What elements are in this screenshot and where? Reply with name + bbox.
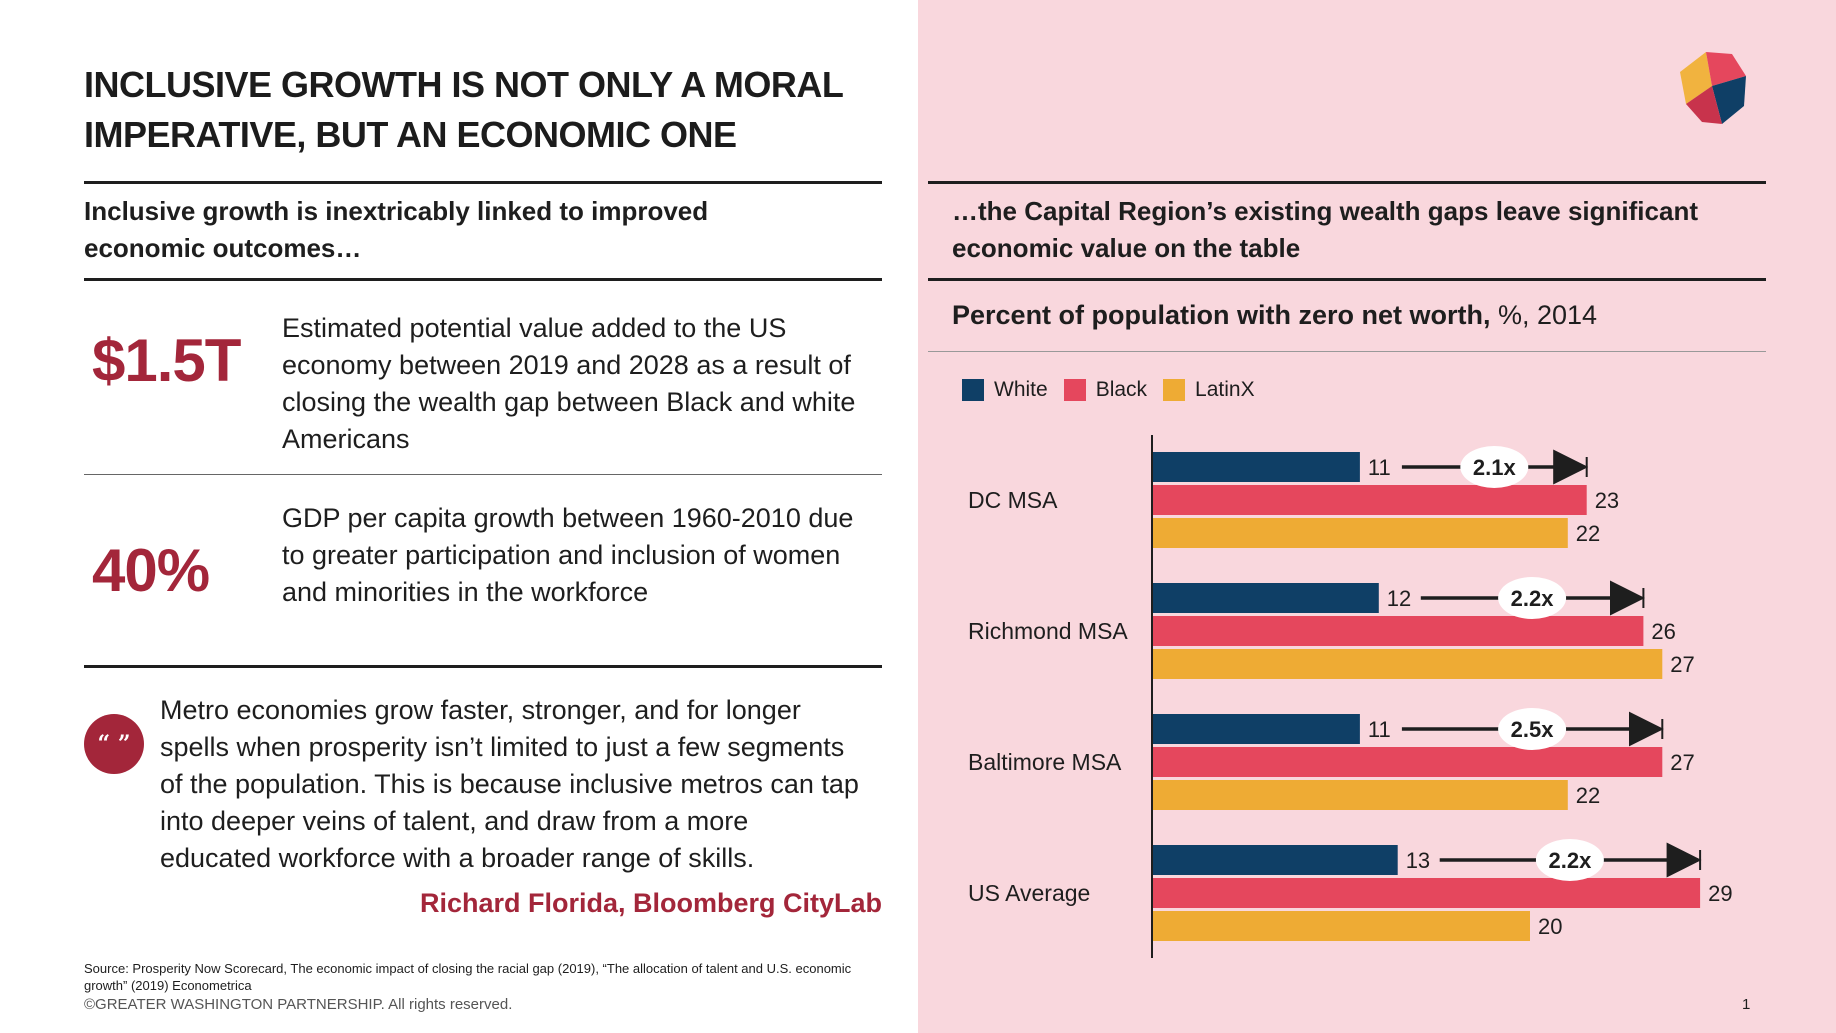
- partnership-logo-icon: [1680, 52, 1746, 124]
- data-label: 26: [1651, 619, 1675, 644]
- subheading-line: Inclusive growth is inextricably linked …: [84, 196, 709, 226]
- bar-black: [1152, 878, 1701, 908]
- legend-swatch-black: [1063, 379, 1086, 401]
- stat-text-line: GDP per capita growth between 1960-2010 …: [282, 503, 854, 533]
- stat-text-line: closing the wealth gap between Black and…: [282, 387, 856, 417]
- legend-label: Black: [1095, 378, 1148, 401]
- stat-description-wealth-gap: Estimated potential value added to the U…: [282, 310, 902, 458]
- stat-text-line: economy between 2019 and 2028 as a resul…: [282, 350, 851, 380]
- bar-latinx: [1152, 911, 1530, 941]
- data-label: 11: [1368, 455, 1391, 480]
- divider: [84, 181, 882, 184]
- bar-latinx: [1152, 780, 1568, 810]
- logo-red-facet: [1706, 52, 1746, 86]
- divider: [928, 351, 1766, 352]
- legend-label: White: [994, 378, 1048, 401]
- bar-white: [1152, 714, 1360, 744]
- quote-line: educated workforce with a broader range …: [160, 843, 755, 873]
- quote-line: Metro economies grow faster, stronger, a…: [160, 695, 801, 725]
- divider: [84, 474, 882, 475]
- category-label: Richmond MSA: [968, 618, 1128, 644]
- bar-black: [1152, 747, 1663, 777]
- source-line: Source: Prosperity Now Scorecard, The ec…: [84, 961, 852, 976]
- category-label: DC MSA: [968, 487, 1058, 513]
- category-label: US Average: [968, 880, 1090, 906]
- data-label: 22: [1576, 521, 1600, 546]
- bar-white: [1152, 583, 1379, 613]
- ratio-badge: [1498, 577, 1567, 619]
- divider: [928, 181, 1766, 184]
- right-subheading: …the Capital Region’s existing wealth ga…: [952, 193, 1772, 267]
- subheading-line: …the Capital Region’s existing wealth ga…: [952, 196, 1698, 226]
- quote-text: Metro economies grow faster, stronger, a…: [160, 692, 900, 877]
- divider: [928, 278, 1766, 281]
- quote-author: Richard Florida, Bloomberg CityLab: [419, 888, 882, 918]
- bar-black: [1152, 485, 1587, 515]
- bar-white: [1152, 845, 1398, 875]
- legend-item-latinx: LatinX: [1163, 378, 1255, 402]
- stat-value-gdp-growth: 40%: [92, 537, 210, 604]
- divider: [84, 278, 882, 281]
- ratio-label: 2.1x: [1473, 455, 1517, 480]
- bar-latinx: [1152, 518, 1568, 548]
- data-label: 11: [1368, 717, 1391, 742]
- page-title-line: IMPERATIVE, BUT AN ECONOMIC ONE: [84, 114, 737, 155]
- bar-chart: DC MSA 11 23 22 2.1x Richmond MSA 12 26 27 2.2x Ba…: [968, 435, 1733, 958]
- logo-yellow-facet: [1680, 52, 1712, 104]
- logo-crimson-facet: [1686, 86, 1722, 124]
- source-line: growth” (2019) Econometrica: [84, 978, 252, 993]
- stat-text-line: Estimated potential value added to the U…: [282, 313, 787, 343]
- data-label: 27: [1670, 652, 1694, 677]
- quote-line: spells when prosperity isn’t limited to …: [160, 732, 845, 762]
- data-label: 20: [1538, 914, 1562, 939]
- stat-text-line: and minorities in the workforce: [282, 577, 649, 607]
- chart-legend: White Black LatinX: [962, 378, 1271, 402]
- data-label: 12: [1387, 586, 1411, 611]
- legend-item-black: Black: [1063, 378, 1148, 402]
- source-note: Source: Prosperity Now Scorecard, The ec…: [84, 960, 914, 994]
- quote-icon: “ ”: [84, 714, 144, 774]
- bar-latinx: [1152, 649, 1663, 679]
- data-label: 13: [1406, 848, 1430, 873]
- quote-line: into deeper veins of talent, and draw fr…: [160, 806, 749, 836]
- legend-label: LatinX: [1195, 378, 1255, 401]
- ratio-badge: [1535, 839, 1604, 881]
- stat-description-gdp-growth: GDP per capita growth between 1960-2010 …: [282, 500, 902, 611]
- copyright: ©GREATER WASHINGTON PARTNERSHIP. All rig…: [84, 996, 513, 1013]
- ratio-label: 2.2x: [1548, 848, 1592, 873]
- bar-white: [1152, 452, 1360, 482]
- stat-text-line: to greater participation and inclusion o…: [282, 540, 841, 570]
- legend-swatch-white: [962, 379, 984, 401]
- page-title-line: INCLUSIVE GROWTH IS NOT ONLY A MORAL: [84, 64, 844, 105]
- legend-swatch-latinx: [1163, 379, 1186, 401]
- data-label: 22: [1576, 783, 1600, 808]
- page-title: INCLUSIVE GROWTH IS NOT ONLY A MORAL IMP…: [84, 60, 884, 160]
- chart-title-units: %, 2014: [1490, 300, 1598, 330]
- ratio-badge: [1460, 446, 1529, 488]
- ratio-badge: [1498, 708, 1567, 750]
- chart-title-main: Percent of population with zero net wort…: [952, 300, 1491, 330]
- page-number: 1: [1742, 996, 1751, 1013]
- quote-line: of the population. This is because inclu…: [160, 769, 859, 799]
- subheading-line: economic value on the table: [952, 233, 1301, 263]
- chart-title: Percent of population with zero net wort…: [952, 300, 1597, 331]
- stat-value-wealth-gap: $1.5T: [92, 327, 241, 394]
- bar-black: [1152, 616, 1644, 646]
- subheading-line: economic outcomes…: [84, 233, 362, 263]
- stat-text-line: Americans: [282, 424, 410, 454]
- ratio-label: 2.5x: [1511, 717, 1555, 742]
- data-label: 23: [1595, 488, 1619, 513]
- data-label: 27: [1670, 750, 1694, 775]
- divider: [84, 665, 882, 668]
- logo-navy-facet: [1712, 76, 1746, 124]
- ratio-label: 2.2x: [1511, 586, 1555, 611]
- legend-item-white: White: [962, 378, 1048, 402]
- left-subheading: Inclusive growth is inextricably linked …: [84, 193, 884, 267]
- data-label: 29: [1708, 881, 1732, 906]
- category-label: Baltimore MSA: [968, 749, 1122, 775]
